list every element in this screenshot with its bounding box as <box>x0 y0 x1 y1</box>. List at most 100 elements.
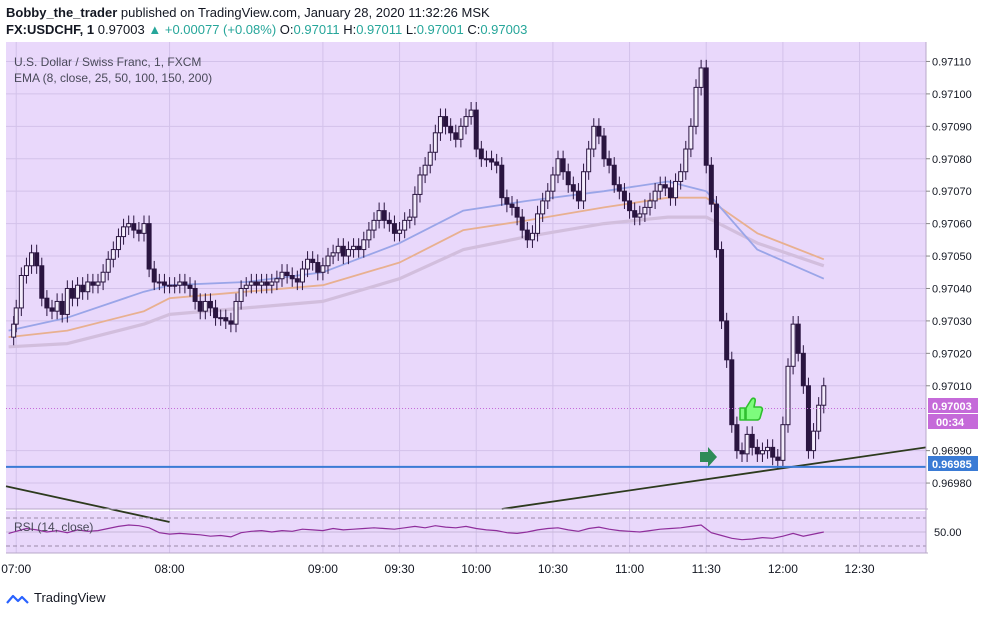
candle <box>432 124 438 161</box>
candle <box>770 439 776 466</box>
candle-body <box>790 323 796 367</box>
candle-body <box>688 125 694 150</box>
candle <box>289 267 295 287</box>
candle <box>187 277 193 297</box>
level-price-badge: 0.96985 <box>928 456 978 471</box>
candle <box>23 257 29 284</box>
candle-body <box>44 297 50 309</box>
candle <box>524 221 530 248</box>
candle <box>437 108 443 141</box>
candle-body <box>524 229 530 241</box>
candle <box>724 312 730 368</box>
candle-body <box>325 255 331 267</box>
price-axis[interactable]: 0.97110 0.97100 0.97090 0.97080 0.97070 0.970… <box>926 56 972 490</box>
candle <box>259 273 265 294</box>
candle-body <box>126 223 132 228</box>
candle <box>330 244 336 265</box>
ema-lines <box>8 180 825 349</box>
candle-body <box>443 116 449 127</box>
candle-body <box>473 109 479 150</box>
candle-body <box>770 446 776 458</box>
candle-body <box>284 271 290 277</box>
high-label: H: <box>343 22 357 37</box>
candle <box>121 218 127 245</box>
candle <box>811 423 817 459</box>
candle <box>657 176 663 200</box>
candle <box>39 257 45 307</box>
price-change: ▲ +0.00077 (+0.08%) <box>148 22 277 37</box>
x-tick-label: 11:00 <box>615 562 644 576</box>
candle <box>816 397 822 440</box>
candle <box>443 108 449 135</box>
candle-body <box>110 249 116 260</box>
candle-body <box>141 223 147 234</box>
candle-body <box>468 109 474 118</box>
candle-body <box>514 206 520 218</box>
time-axis[interactable]: 07:00 08:00 09:00 09:30 10:00 10:30 11:00 11:30… <box>1 562 875 576</box>
candle-body <box>356 245 362 251</box>
candle <box>519 209 525 239</box>
candle-body <box>351 245 357 251</box>
footer-brand[interactable]: TradingView <box>34 590 106 605</box>
candle <box>95 273 101 294</box>
candle-body <box>23 265 29 277</box>
symbol-label: FX:USDCHF, 1 <box>6 22 95 37</box>
candle-body <box>775 456 781 461</box>
candle-body <box>647 200 653 208</box>
x-tick-label: 09:30 <box>385 562 415 576</box>
author-name[interactable]: Bobby_the_trader <box>6 5 118 20</box>
candle <box>616 176 622 200</box>
open-label: O: <box>279 22 294 37</box>
candle-body <box>627 200 633 212</box>
candle <box>611 157 617 193</box>
candle <box>269 273 275 294</box>
candle <box>529 225 535 248</box>
candle <box>320 257 326 281</box>
candle-body <box>535 213 541 234</box>
candle <box>11 316 17 346</box>
candle <box>499 157 505 206</box>
candle-body <box>243 284 249 289</box>
candle <box>126 215 132 235</box>
y-tick-label: 0.97050 <box>932 251 972 263</box>
trendline-1 <box>5 485 170 523</box>
candle-body <box>795 323 801 354</box>
candle <box>713 196 719 258</box>
candle-body <box>156 281 162 284</box>
candle-body <box>483 158 489 161</box>
candle <box>274 270 280 291</box>
candle-body <box>34 252 40 267</box>
candle <box>85 273 91 300</box>
candle-body <box>310 258 316 264</box>
candle <box>780 416 786 469</box>
candle <box>412 186 418 226</box>
candle-body <box>811 430 817 452</box>
candle <box>591 118 597 158</box>
candle <box>535 205 541 242</box>
horizontal-level[interactable] <box>6 407 926 468</box>
candle-body <box>754 446 760 455</box>
candle <box>218 309 224 326</box>
candle <box>606 150 612 174</box>
candle-body <box>437 116 443 134</box>
candle-body <box>253 281 259 286</box>
candle-body <box>432 132 438 153</box>
candle <box>744 426 750 462</box>
candle <box>667 179 673 206</box>
candle-body <box>560 158 566 173</box>
candle-body <box>642 206 648 215</box>
candle-body <box>673 180 679 199</box>
trendlines[interactable] <box>5 446 927 523</box>
candle <box>458 118 464 148</box>
candle <box>233 293 239 333</box>
candle <box>765 439 771 459</box>
candle-body <box>11 323 17 338</box>
candle-body <box>632 210 638 218</box>
candle-body <box>657 184 663 192</box>
candle <box>627 192 633 219</box>
candle <box>136 221 142 242</box>
candle-body <box>729 359 735 426</box>
candle-body <box>95 281 101 286</box>
candle-body <box>458 125 464 140</box>
